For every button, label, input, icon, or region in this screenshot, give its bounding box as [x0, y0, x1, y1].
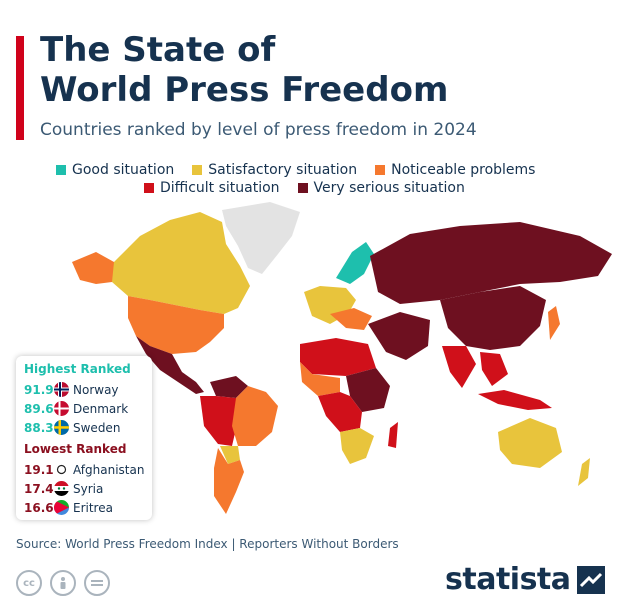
scandinavia-region	[336, 242, 374, 284]
denmark-flag-icon	[54, 401, 69, 416]
attribution-icon[interactable]	[50, 570, 76, 596]
legend-item-satisfactory: Satisfactory situation	[192, 162, 357, 178]
rank-country: Sweden	[73, 420, 121, 435]
sweden-flag-icon	[54, 420, 69, 435]
legend-row-1: Good situation Satisfactory situation No…	[56, 162, 553, 178]
highest-row: 91.9 Norway	[24, 382, 119, 397]
indonesia-region	[478, 390, 552, 410]
ranking-box: Highest Ranked 91.9 Norway 89.6 Denmark …	[16, 356, 152, 520]
title-line-1: The State of	[40, 30, 276, 70]
source-note: Source: World Press Freedom Index | Repo…	[16, 537, 399, 551]
legend-item-noticeable: Noticeable problems	[375, 162, 535, 178]
rank-score: 91.9	[24, 382, 54, 397]
colombia-peru-region	[200, 396, 238, 446]
highest-ranked-heading-text: Highest Ranked	[24, 362, 131, 376]
rank-country: Norway	[73, 382, 119, 397]
legend-label: Very serious situation	[313, 180, 465, 196]
statista-logo-icon	[576, 565, 605, 594]
india-region	[442, 346, 476, 388]
new-zealand-region	[578, 458, 590, 486]
legend-swatch	[144, 183, 154, 193]
rank-score: 19.1	[24, 462, 54, 477]
legend-label: Noticeable problems	[391, 162, 536, 178]
eritrea-flag-icon	[54, 500, 69, 515]
rank-score: 16.6	[24, 500, 54, 515]
rank-country: Afghanistan	[73, 462, 145, 477]
alaska-region	[72, 252, 114, 284]
legend-label: Good situation	[72, 162, 175, 178]
highest-row: 88.3 Sweden	[24, 420, 120, 435]
legend-swatch	[56, 165, 66, 175]
bolivia-region	[220, 446, 240, 464]
legend-label: Difficult situation	[160, 180, 280, 196]
mexico-region	[136, 336, 204, 394]
rank-score: 89.6	[24, 401, 54, 416]
rank-score: 17.4	[24, 481, 54, 496]
greenland-region	[222, 202, 300, 274]
world-map	[72, 202, 612, 514]
middle-east-region	[368, 312, 430, 360]
brazil-region	[232, 386, 278, 446]
rank-country: Eritrea	[73, 500, 113, 515]
rank-score: 88.3	[24, 420, 54, 435]
lowest-row: 17.4 Syria	[24, 481, 103, 496]
legend-label: Satisfactory situation	[208, 162, 358, 178]
legend-swatch	[297, 183, 308, 193]
lowest-ranked-heading: Lowest Ranked	[24, 442, 126, 456]
syria-flag-icon	[54, 481, 69, 496]
southeast-asia-region	[480, 352, 508, 386]
china-region	[440, 286, 546, 350]
venezuela-region	[210, 376, 248, 398]
highest-row: 89.6 Denmark	[24, 401, 128, 416]
lowest-row: 19.1 Afghanistan	[24, 462, 144, 477]
west-africa-region	[300, 362, 340, 396]
license-icons: cc	[16, 570, 118, 596]
subtitle: Countries ranked by level of press freed…	[40, 120, 477, 140]
rank-country: Denmark	[73, 401, 129, 416]
legend-swatch	[375, 165, 386, 175]
usa-region	[128, 296, 224, 354]
title-accent-bar	[16, 36, 24, 140]
no-derivatives-icon[interactable]	[84, 570, 110, 596]
rank-country: Syria	[73, 481, 104, 496]
southern-europe-region	[330, 308, 372, 330]
madagascar-region	[388, 422, 398, 448]
norway-flag-icon	[54, 382, 69, 397]
legend-item-difficult: Difficult situation	[144, 180, 280, 196]
brand-wordmark: statista	[445, 562, 571, 597]
legend-swatch	[192, 165, 203, 175]
afghanistan-flag-icon	[54, 462, 69, 477]
statista-brand[interactable]: statista	[445, 562, 605, 597]
southern-africa-region	[340, 428, 374, 464]
legend-item-good: Good situation	[56, 162, 174, 178]
japan-region	[548, 306, 560, 340]
creative-commons-icon[interactable]: cc	[16, 570, 42, 596]
page-title: The State of World Press Freedom	[40, 30, 600, 110]
australia-region	[498, 418, 562, 468]
legend-item-very-serious: Very serious situation	[297, 180, 465, 196]
central-africa-region	[318, 392, 362, 432]
north-africa-region	[300, 338, 376, 376]
argentina-chile-region	[214, 448, 244, 514]
lowest-row: 16.6 Eritrea	[24, 500, 113, 515]
east-africa-region	[346, 368, 390, 412]
lowest-ranked-heading-text: Lowest Ranked	[24, 442, 127, 456]
title-line-2: World Press Freedom	[40, 70, 449, 110]
russia-region	[370, 222, 612, 304]
legend-row-2: Difficult situation Very serious situati…	[144, 180, 483, 196]
canada-region	[110, 212, 250, 314]
highest-ranked-heading: Highest Ranked	[24, 362, 131, 376]
